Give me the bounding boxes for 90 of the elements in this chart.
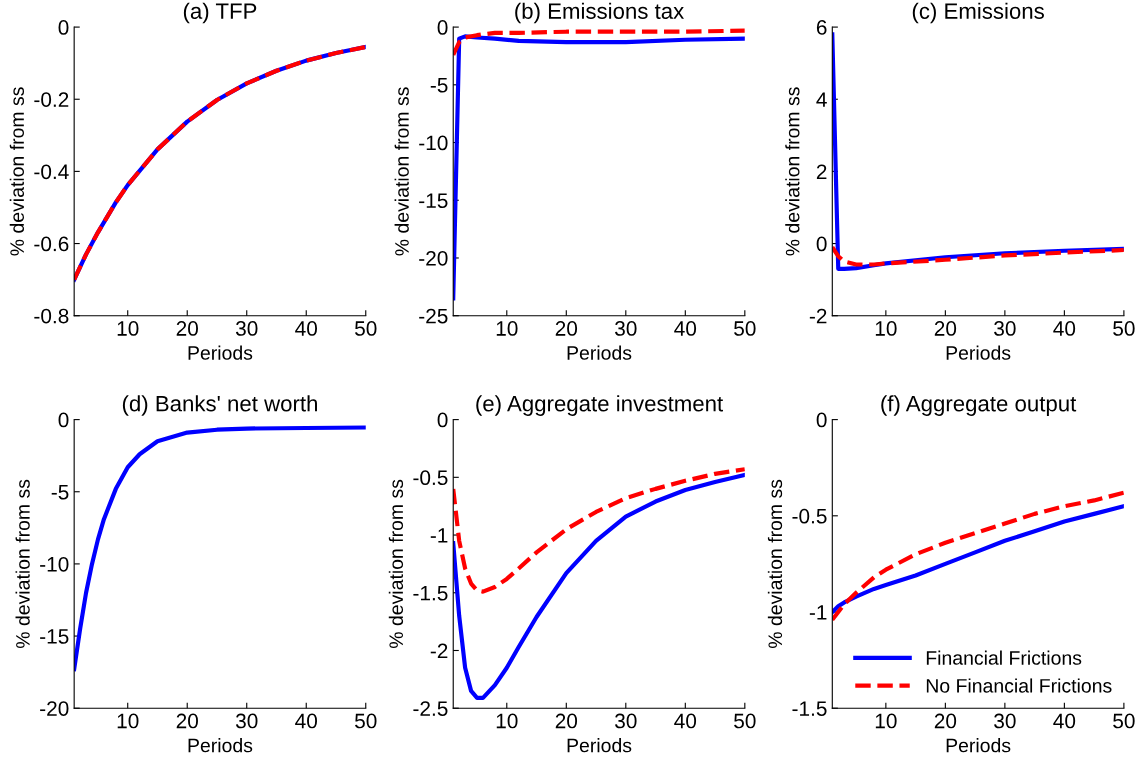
- line-series: [832, 504, 1124, 615]
- x-tick-label: 20: [555, 713, 578, 729]
- y-tick-label: -20: [40, 701, 69, 716]
- x-axis-title: Periods: [567, 345, 632, 360]
- y-tick-label: -25: [419, 308, 448, 324]
- x-tick-label: 30: [615, 321, 637, 336]
- x-tick-label: 50: [355, 713, 377, 729]
- x-tick-label: 10: [496, 713, 518, 729]
- x-tick-label: 50: [734, 321, 756, 336]
- y-tick-label: -1: [430, 528, 448, 543]
- chart-title: (d) Banks' net worth: [122, 395, 317, 416]
- x-tick-label: 30: [235, 321, 258, 336]
- x-tick-label: 50: [1113, 321, 1135, 336]
- y-tick-label: -5: [51, 484, 69, 500]
- y-tick-label: -1.5: [413, 585, 448, 601]
- line-series: [453, 34, 745, 301]
- y-tick-label: -0.2: [34, 92, 69, 107]
- y-axis-title: % deviation from ss: [785, 87, 800, 256]
- x-axis-title: Periods: [946, 345, 1011, 360]
- y-axis-title: % deviation from ss: [394, 87, 409, 256]
- y-tick-label: -10: [419, 135, 448, 151]
- x-tick-label: 10: [117, 713, 139, 729]
- x-tick-label: 20: [934, 713, 957, 729]
- legend-label: No Financial Frictions: [926, 678, 1112, 693]
- y-tick-label: -1.5: [792, 701, 827, 716]
- x-axis-title: Periods: [188, 738, 253, 753]
- line-series: [74, 425, 366, 672]
- x-tick-label: 20: [176, 713, 198, 729]
- y-tick-label: -15: [40, 629, 69, 644]
- y-tick-label: 0: [437, 412, 448, 428]
- line-series: [453, 472, 745, 700]
- x-axis-title: Periods: [946, 738, 1011, 753]
- y-tick-label: -0.6: [34, 236, 69, 252]
- y-tick-label: -2: [809, 308, 827, 324]
- y-tick-label: -0.5: [413, 470, 448, 486]
- x-axis-title: Periods: [567, 738, 632, 753]
- y-tick-label: -5: [430, 78, 448, 93]
- line-series: [74, 44, 366, 282]
- y-tick-label: 0: [816, 236, 827, 252]
- y-tick-label: 0: [816, 412, 827, 428]
- y-tick-label: -20: [419, 250, 448, 266]
- chart-title: (c) Emissions: [912, 2, 1044, 24]
- y-tick-label: -2: [430, 643, 448, 659]
- line-series: [832, 490, 1124, 622]
- y-tick-label: 0: [58, 412, 69, 428]
- x-tick-label: 40: [295, 321, 318, 336]
- y-tick-label: -15: [419, 193, 448, 209]
- x-tick-label: 50: [734, 713, 756, 729]
- y-tick-label: -0.4: [34, 164, 69, 180]
- x-tick-label: 40: [295, 713, 318, 729]
- x-tick-label: 10: [117, 321, 139, 336]
- y-tick-label: 2: [816, 164, 827, 179]
- y-tick-label: 0: [58, 20, 69, 35]
- line-series: [453, 467, 745, 594]
- x-tick-label: 30: [994, 321, 1016, 336]
- x-tick-label: 20: [176, 321, 198, 336]
- y-tick-label: -0.5: [792, 508, 827, 524]
- x-tick-label: 30: [235, 713, 258, 729]
- y-tick-label: 4: [816, 92, 827, 107]
- y-tick-label: -2.5: [413, 701, 448, 716]
- y-tick-label: -0.8: [34, 308, 69, 324]
- y-axis-title: % deviation from ss: [15, 479, 30, 649]
- x-tick-label: 50: [1113, 713, 1135, 729]
- y-tick-label: 6: [816, 20, 827, 35]
- x-tick-label: 40: [674, 321, 697, 336]
- x-tick-label: 10: [496, 321, 518, 336]
- x-tick-label: 10: [875, 713, 897, 729]
- chart-title: (f) Aggregate output: [881, 395, 1077, 416]
- x-tick-label: 30: [615, 713, 637, 729]
- x-tick-label: 50: [355, 321, 377, 336]
- x-tick-label: 40: [674, 713, 697, 729]
- y-tick-label: -10: [40, 556, 69, 572]
- x-tick-label: 40: [1053, 321, 1076, 336]
- legend-label: Financial Frictions: [926, 650, 1082, 665]
- y-axis-title: % deviation from ss: [9, 87, 25, 256]
- chart-title: (e) Aggregate investment: [476, 395, 724, 416]
- y-axis-title: % deviation from ss: [767, 479, 783, 649]
- y-tick-label: 0: [437, 20, 448, 35]
- line-series: [453, 28, 745, 57]
- chart-title: (a) TFP: [183, 2, 257, 24]
- line-series: [832, 245, 1124, 267]
- x-axis-title: Periods: [188, 345, 253, 360]
- y-axis-title: % deviation from ss: [388, 479, 404, 649]
- x-tick-label: 20: [934, 321, 957, 336]
- chart-title: (b) Emissions tax: [515, 2, 684, 24]
- x-tick-label: 10: [875, 321, 897, 336]
- x-tick-label: 40: [1053, 713, 1076, 729]
- x-tick-label: 30: [994, 713, 1016, 729]
- y-tick-label: -1: [809, 605, 827, 620]
- x-tick-label: 20: [555, 321, 578, 336]
